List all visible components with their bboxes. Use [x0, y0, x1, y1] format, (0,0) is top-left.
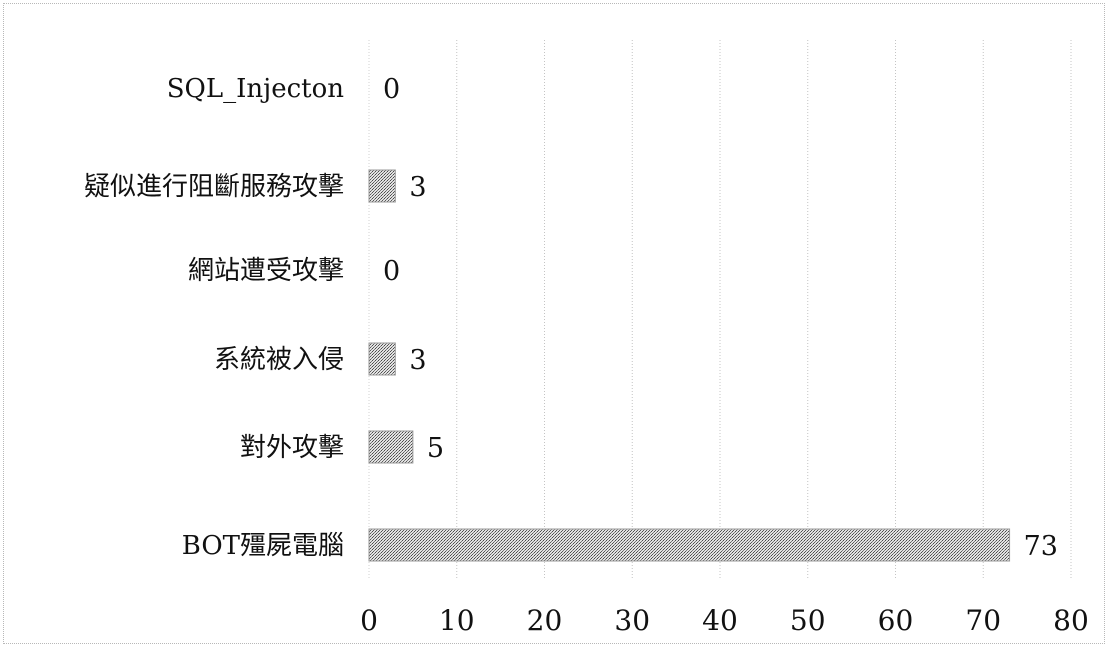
data-label: 3 [409, 345, 426, 376]
x-tick-label: 70 [965, 604, 1001, 637]
data-label: 73 [1024, 531, 1058, 562]
category-label: 系統被入侵 [214, 345, 344, 375]
bar [368, 342, 396, 376]
data-label: 0 [383, 74, 400, 105]
data-label: 5 [427, 433, 444, 464]
data-label: 3 [409, 172, 426, 203]
category-label: 網站遭受攻擊 [188, 256, 344, 286]
x-tick-label: 40 [702, 604, 738, 637]
x-tick-label: 0 [360, 604, 378, 637]
category-label: SQL_Injecton [167, 74, 345, 104]
x-tick-label: 50 [790, 604, 826, 637]
x-tick-label: 60 [878, 604, 914, 637]
gridlines [368, 40, 1072, 578]
chart-frame [3, 3, 1105, 644]
category-label: 對外攻擊 [240, 433, 344, 463]
bar [368, 430, 414, 464]
data-label: 0 [383, 256, 400, 287]
bars [368, 169, 1011, 562]
x-tick-label: 10 [439, 604, 475, 637]
x-tick-label: 20 [527, 604, 563, 637]
x-tick-label: 80 [1053, 604, 1089, 637]
x-tick-label: 30 [614, 604, 650, 637]
category-label: 疑似進行阻斷服務攻擊 [84, 172, 344, 202]
bar [368, 528, 1011, 562]
category-label: BOT殭屍電腦 [182, 531, 344, 561]
bar [368, 169, 396, 203]
